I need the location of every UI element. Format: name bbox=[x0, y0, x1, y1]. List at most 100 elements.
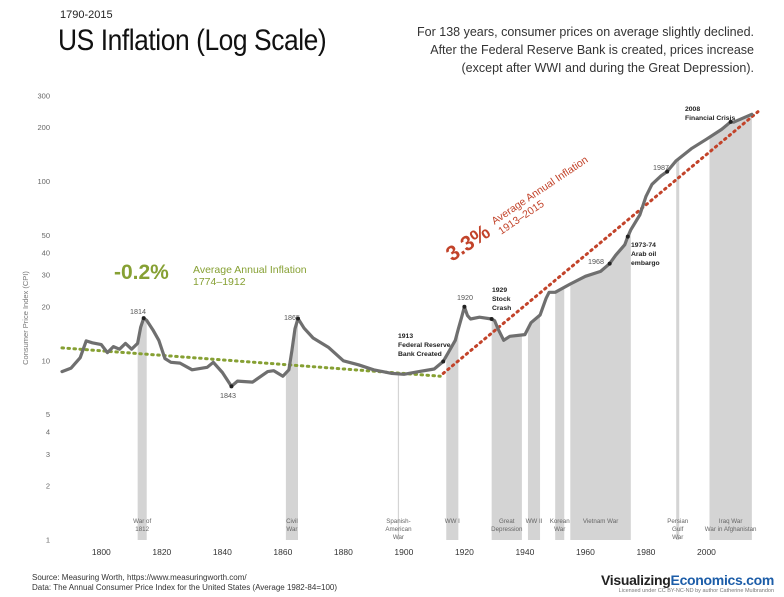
trend-label: Average Annual Inflation bbox=[193, 264, 307, 276]
war-band bbox=[446, 328, 459, 540]
x-tick-label: 1920 bbox=[455, 547, 474, 557]
annotation-dot bbox=[462, 304, 467, 309]
y-tick-label: 300 bbox=[37, 92, 50, 101]
annotation-text: 2008 bbox=[685, 106, 700, 113]
y-axis-label: Consumer Price Index (CPI) bbox=[21, 271, 30, 365]
war-label: War bbox=[393, 534, 404, 541]
brand-suffix: Economics.com bbox=[670, 572, 775, 588]
war-label: War in Afghanistan bbox=[705, 526, 757, 533]
annotation-text: Financial Crisis bbox=[685, 115, 735, 122]
x-tick-label: 2000 bbox=[697, 547, 716, 557]
data-note: Data: The Annual Consumer Price Index fo… bbox=[32, 583, 337, 592]
annotation-dot bbox=[665, 169, 670, 174]
war-label: Korean bbox=[550, 518, 571, 525]
annotation-text: embargo bbox=[631, 260, 660, 267]
y-tick-label: 20 bbox=[42, 302, 50, 311]
war-label: American bbox=[385, 526, 412, 533]
annotation-dot bbox=[141, 316, 146, 321]
page-title: US Inflation (Log Scale) bbox=[58, 24, 327, 57]
y-tick-label: 200 bbox=[37, 123, 50, 132]
annotation-text: Bank Created bbox=[398, 351, 442, 358]
war-label: War bbox=[286, 526, 297, 533]
subtitle: For 138 years, consumer prices on averag… bbox=[414, 23, 754, 77]
subtitle-line-1: For 138 years, consumer prices on averag… bbox=[417, 25, 754, 39]
y-tick-label: 100 bbox=[37, 177, 50, 186]
war-band bbox=[137, 318, 147, 540]
x-tick-label: 1940 bbox=[515, 547, 534, 557]
annotation-dot bbox=[625, 234, 630, 239]
war-label: Depression bbox=[491, 526, 523, 533]
annotation-text: 1814 bbox=[130, 307, 146, 316]
annotation-dot bbox=[607, 261, 612, 266]
license-note: Licensed under CC BY-NC-ND by author Cat… bbox=[618, 588, 774, 594]
y-tick-label: 1 bbox=[46, 536, 50, 545]
annotation-dot bbox=[296, 316, 300, 321]
y-tick-label: 5 bbox=[46, 410, 50, 419]
trend-period: 1774–1912 bbox=[193, 276, 246, 288]
annotation-text: 1987 bbox=[653, 163, 669, 172]
source-note: Source: Measuring Worth, https://www.mea… bbox=[32, 573, 247, 582]
date-range: 1790-2015 bbox=[60, 9, 113, 21]
annotation-text: 1843 bbox=[220, 391, 236, 400]
brand-logo: VisualizingEconomics.com bbox=[601, 572, 774, 588]
war-band bbox=[285, 318, 298, 540]
x-tick-label: 1980 bbox=[636, 547, 655, 557]
annotation-text: Crash bbox=[492, 305, 511, 312]
war-label: War bbox=[554, 526, 565, 533]
annotation-dot bbox=[728, 119, 733, 124]
y-tick-label: 4 bbox=[46, 428, 50, 437]
war-band bbox=[676, 158, 680, 541]
trend-rate: 3.3% bbox=[442, 220, 495, 266]
annotation-dot bbox=[441, 359, 446, 364]
y-tick-label: 2 bbox=[46, 482, 50, 491]
war-label: War of bbox=[133, 518, 151, 525]
x-tick-label: 1800 bbox=[92, 547, 111, 557]
x-tick-label: 1820 bbox=[152, 547, 171, 557]
war-label: Spanish- bbox=[386, 518, 410, 525]
war-label: Great bbox=[499, 518, 515, 525]
war-label: WW II bbox=[526, 518, 543, 525]
subtitle-line-2: After the Federal Reserve Bank is create… bbox=[430, 43, 754, 57]
war-band bbox=[491, 318, 522, 540]
war-band bbox=[527, 315, 541, 540]
y-tick-label: 50 bbox=[42, 231, 50, 240]
annotation-text: Arab oil bbox=[631, 251, 656, 258]
trend-line bbox=[441, 110, 760, 375]
x-tick-label: 1840 bbox=[213, 547, 232, 557]
war-band bbox=[555, 287, 565, 540]
war-label: Iraq War bbox=[719, 518, 743, 525]
annotation-dot bbox=[229, 384, 234, 389]
x-tick-label: 1860 bbox=[273, 547, 292, 557]
war-label: Civil bbox=[286, 518, 298, 525]
annotation-text: Federal Reserve bbox=[398, 342, 451, 349]
war-label: 1812 bbox=[135, 526, 149, 533]
x-tick-label: 1900 bbox=[394, 547, 413, 557]
war-label: Gulf bbox=[672, 526, 684, 533]
y-tick-label: 40 bbox=[42, 248, 50, 257]
war-band bbox=[397, 373, 400, 540]
subtitle-line-3: (except after WWI and during the Great D… bbox=[461, 61, 755, 75]
annotation-text: 1968 bbox=[588, 257, 604, 266]
y-tick-label: 10 bbox=[42, 356, 50, 365]
war-label: WW I bbox=[445, 518, 460, 525]
war-label: Vietnam War bbox=[583, 518, 618, 525]
x-tick-label: 1960 bbox=[576, 547, 595, 557]
annotation-text: 1865 bbox=[284, 313, 300, 322]
war-label: Persian bbox=[667, 518, 689, 525]
annotation-dot bbox=[489, 316, 494, 321]
war-label: War bbox=[672, 534, 683, 541]
annotations: 1814 1843 1865 1913 Federal Reserve Bank Crea… bbox=[130, 106, 735, 400]
y-tick-label: 30 bbox=[42, 271, 50, 280]
war-band bbox=[570, 229, 631, 540]
trend-label: Average Annual Inflation bbox=[489, 154, 590, 228]
annotation-text: 1913 bbox=[398, 333, 413, 340]
y-tick-label: 3 bbox=[46, 450, 50, 459]
war-bands: War of1812CivilWarSpanish-AmericanWarWW … bbox=[133, 114, 757, 541]
annotation-text: 1920 bbox=[457, 293, 473, 302]
brand-prefix: Visualizing bbox=[600, 572, 671, 588]
x-tick-label: 1880 bbox=[334, 547, 353, 557]
trend-rate: -0.2% bbox=[114, 261, 169, 284]
